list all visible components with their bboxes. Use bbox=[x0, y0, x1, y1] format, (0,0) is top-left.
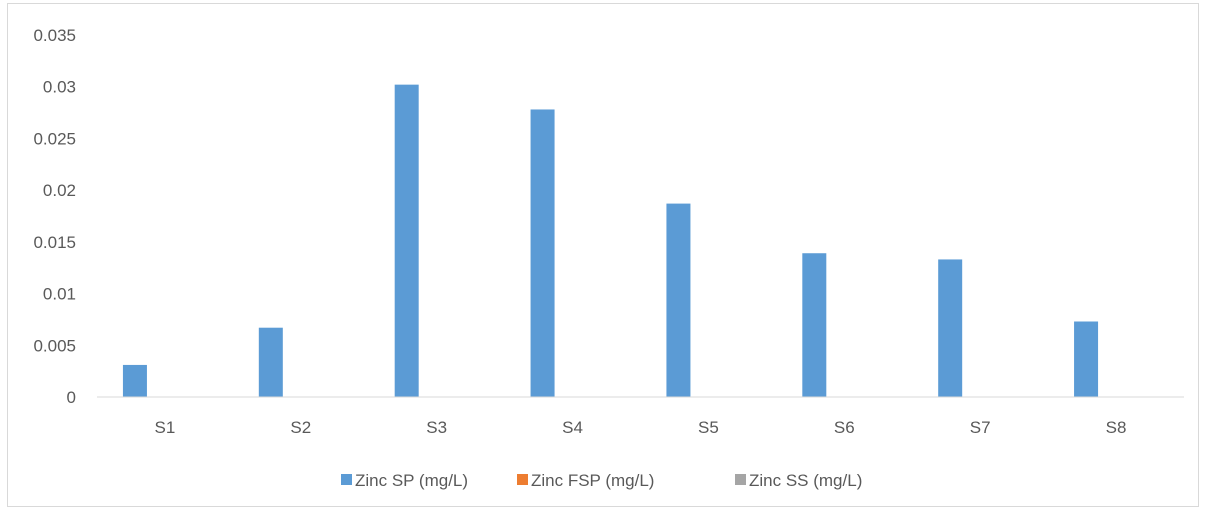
chart-frame bbox=[7, 3, 1199, 507]
legend-label: Zinc SS (mg/L) bbox=[749, 471, 862, 490]
y-axis-ticks: 0 0.005 0.01 0.015 0.02 0.025 0.03 0.035 bbox=[33, 26, 76, 407]
bar-S1-series-1 bbox=[122, 364, 147, 397]
y-tick-label: 0.035 bbox=[33, 26, 76, 45]
x-tick-label: S1 bbox=[155, 418, 176, 437]
y-tick-label: 0 bbox=[67, 388, 76, 407]
legend-swatch bbox=[341, 474, 352, 485]
bar-S4-series-1 bbox=[530, 109, 555, 398]
x-tick-label: S4 bbox=[562, 418, 583, 437]
x-tick-label: S3 bbox=[426, 418, 447, 437]
legend-label: Zinc FSP (mg/L) bbox=[531, 471, 654, 490]
y-tick-label: 0.02 bbox=[43, 181, 76, 200]
y-tick-label: 0.01 bbox=[43, 285, 76, 304]
y-tick-label: 0.025 bbox=[33, 129, 76, 148]
bar-S6-series-1 bbox=[802, 253, 827, 397]
y-tick-label: 0.015 bbox=[33, 233, 76, 252]
legend-label: Zinc SP (mg/L) bbox=[355, 471, 468, 490]
legend-swatch bbox=[517, 474, 528, 485]
bars bbox=[122, 84, 1099, 398]
legend-swatch bbox=[735, 474, 746, 485]
bar-S3-series-1 bbox=[394, 84, 419, 397]
legend: Zinc SP (mg/L) Zinc FSP (mg/L) Zinc SS (mg… bbox=[341, 471, 862, 490]
x-tick-label: S7 bbox=[970, 418, 991, 437]
bar-S2-series-1 bbox=[258, 327, 283, 397]
x-tick-label: S2 bbox=[290, 418, 311, 437]
bar-S8-series-1 bbox=[1074, 321, 1099, 397]
y-tick-label: 0.005 bbox=[33, 336, 76, 355]
x-tick-label: S5 bbox=[698, 418, 719, 437]
bar-S5-series-1 bbox=[666, 203, 691, 397]
y-tick-label: 0.03 bbox=[43, 78, 76, 97]
x-tick-label: S8 bbox=[1106, 418, 1127, 437]
x-tick-label: S6 bbox=[834, 418, 855, 437]
x-axis-ticks: S1 S2 S3 S4 S5 S6 S7 S8 bbox=[155, 418, 1127, 437]
bar-S7-series-1 bbox=[938, 259, 963, 397]
